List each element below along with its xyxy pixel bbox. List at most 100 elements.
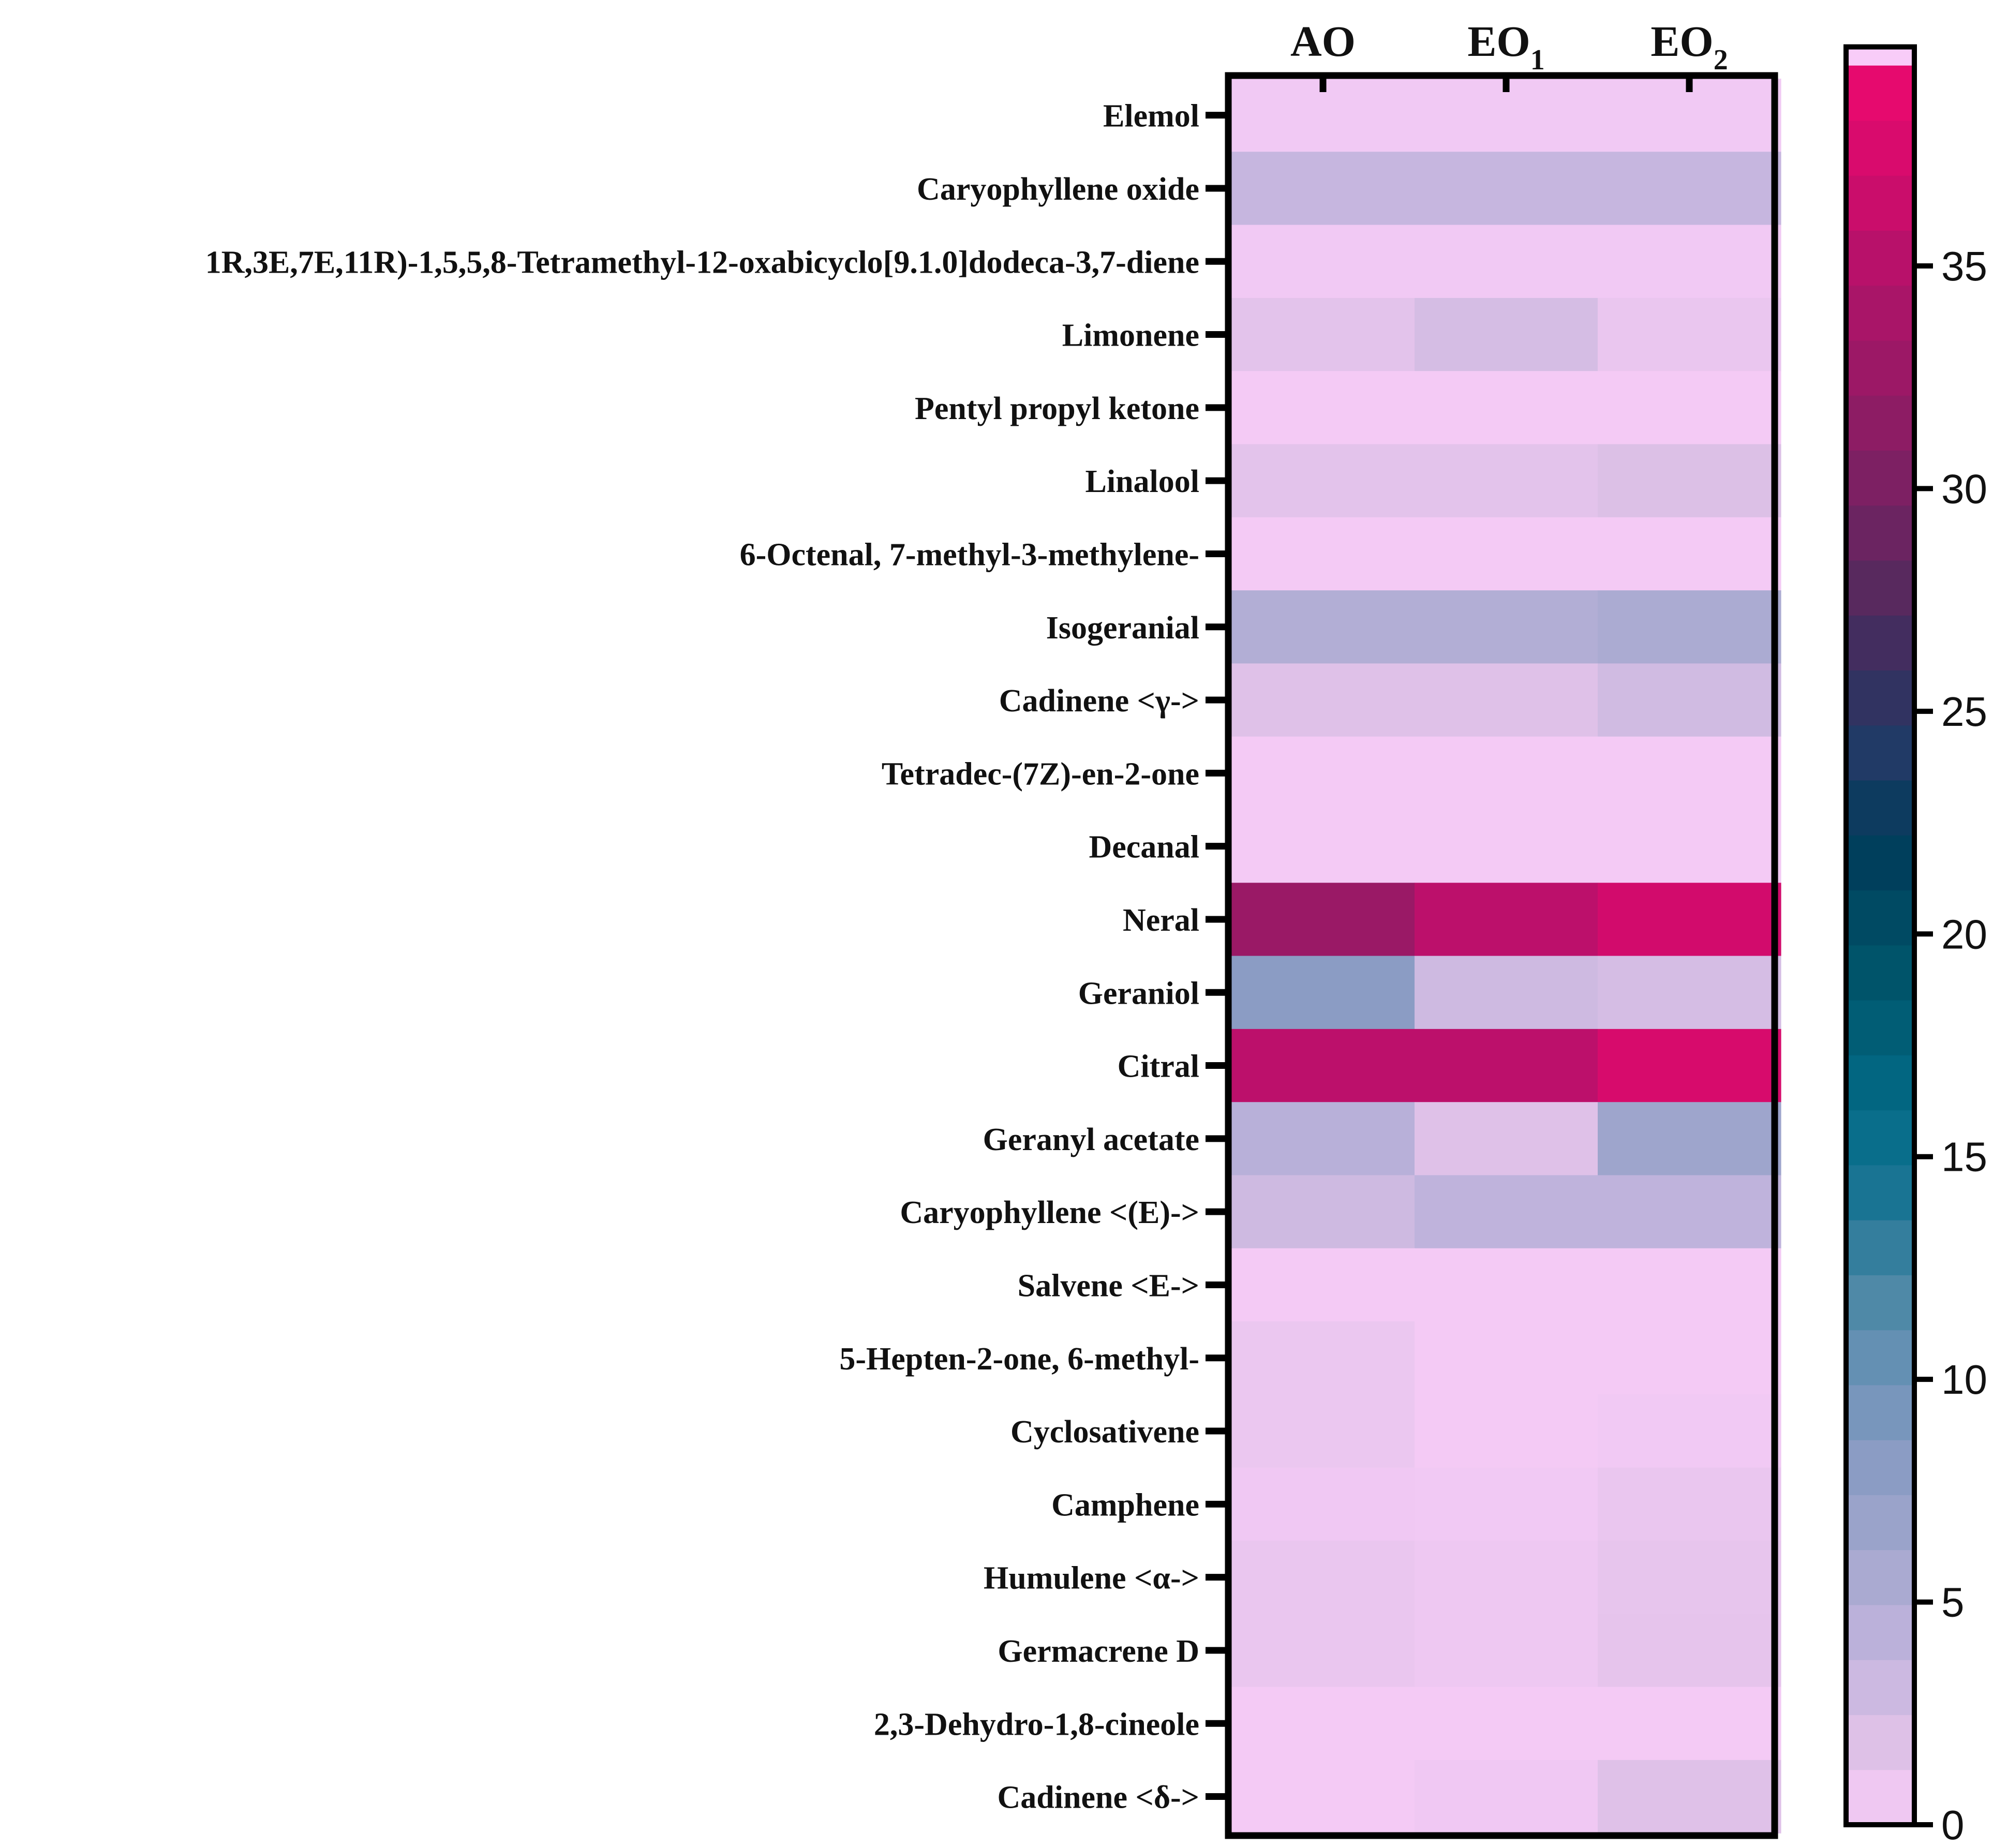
heatmap-cell <box>1231 1248 1415 1322</box>
heatmap-cell <box>1598 444 1781 518</box>
colorbar-bin <box>1846 1440 1914 1496</box>
row-axis: Elemol Caryophyllene oxide 1R,3E,7E,11R)-1… <box>205 99 1227 1815</box>
colorbar-bin <box>1846 725 1914 781</box>
colorbar-tick-label: 15 <box>1941 1134 1987 1180</box>
row-label: Limonene <box>1062 318 1199 353</box>
row-label: 5-Hepten-2-one, 6-methyl- <box>839 1342 1199 1377</box>
heatmap-cell <box>1598 1467 1781 1541</box>
column-label: AO <box>1290 18 1356 66</box>
heatmap-cell <box>1415 1541 1598 1614</box>
heatmap-cell <box>1598 1029 1781 1102</box>
heatmap-cell <box>1598 1248 1781 1322</box>
colorbar-tick-label: 30 <box>1941 466 1987 512</box>
heatmap-cell <box>1231 152 1415 226</box>
colorbar-bin <box>1846 1220 1914 1275</box>
heatmap-cell <box>1598 517 1781 591</box>
colorbar-bin <box>1846 1769 1914 1825</box>
heatmap-cell <box>1415 883 1598 957</box>
heatmap-cell <box>1231 1541 1415 1614</box>
row-label: Geranyl acetate <box>983 1122 1199 1157</box>
heatmap-cell <box>1415 1029 1598 1102</box>
colorbar-bin <box>1846 175 1914 231</box>
colorbar-bin <box>1846 615 1914 671</box>
colorbar-top-cap <box>1846 47 1914 66</box>
row-label: Caryophyllene oxide <box>917 172 1199 207</box>
heatmap-cell <box>1598 1760 1781 1834</box>
heatmap-cell <box>1415 1760 1598 1834</box>
heatmap-cell <box>1231 517 1415 591</box>
heatmap-cell <box>1598 1321 1781 1395</box>
heatmap-frame <box>1225 72 1778 1839</box>
heatmap-cell <box>1231 1394 1415 1468</box>
row-label: Neral <box>1123 903 1199 938</box>
row-label: Isogeranial <box>1046 610 1199 646</box>
heatmap-cell <box>1598 956 1781 1030</box>
heatmap-cell <box>1231 1029 1415 1102</box>
heatmap-cell <box>1415 1102 1598 1176</box>
colorbar-bin <box>1846 230 1914 286</box>
heatmap-cells <box>1231 79 1781 1834</box>
heatmap-cell <box>1415 1467 1598 1541</box>
row-label: Elemol <box>1103 99 1199 134</box>
heatmap-cell <box>1231 1321 1415 1395</box>
row-label: 6-Octenal, 7-methyl-3-methylene- <box>740 537 1199 572</box>
colorbar-bin <box>1846 945 1914 1001</box>
colorbar-bin <box>1846 1330 1914 1385</box>
colorbar-bin <box>1846 1495 1914 1551</box>
colorbar-bin <box>1846 1604 1914 1660</box>
heatmap-cell <box>1598 1394 1781 1468</box>
heatmap-cell <box>1415 444 1598 518</box>
heatmap-cell <box>1231 590 1415 664</box>
colorbar-bin <box>1846 395 1914 451</box>
heatmap-cell <box>1598 297 1781 371</box>
row-label: Caryophyllene <(E)-> <box>900 1195 1199 1230</box>
heatmap-cell <box>1415 225 1598 299</box>
heatmap-cell <box>1415 297 1598 371</box>
heatmap-cell <box>1598 1102 1781 1176</box>
colorbar-bin <box>1846 65 1914 121</box>
colorbar-bin <box>1846 1549 1914 1605</box>
heatmap-cell <box>1598 371 1781 445</box>
colorbar-tick-label: 10 <box>1941 1357 1987 1403</box>
heatmap-cell <box>1598 1614 1781 1688</box>
heatmap-cell <box>1231 371 1415 445</box>
row-label: Cyclosativene <box>1010 1414 1199 1450</box>
colorbar-bin <box>1846 835 1914 891</box>
heatmap-cell <box>1231 810 1415 883</box>
heatmap-cell <box>1598 1687 1781 1761</box>
heatmap-cell <box>1415 371 1598 445</box>
heatmap-cell <box>1598 590 1781 664</box>
heatmap-cell <box>1231 225 1415 299</box>
heatmap-cell <box>1231 1102 1415 1176</box>
heatmap-cell <box>1231 444 1415 518</box>
heatmap-cell <box>1598 663 1781 737</box>
column-label: EO2 <box>1650 18 1728 76</box>
row-label: Humulene <α-> <box>984 1561 1199 1596</box>
row-label: Germacrene D <box>998 1634 1199 1669</box>
heatmap-cell <box>1598 736 1781 810</box>
heatmap-cell <box>1415 517 1598 591</box>
row-label: Decanal <box>1089 830 1199 865</box>
colorbar-tick-label: 5 <box>1941 1579 1965 1626</box>
colorbar-tick-label: 35 <box>1941 243 1987 289</box>
colorbar-tick-label: 20 <box>1941 911 1987 957</box>
row-label: Cadinene <δ-> <box>998 1780 1199 1815</box>
heatmap-cell <box>1231 1175 1415 1249</box>
heatmap-cell <box>1598 810 1781 883</box>
colorbar-bin <box>1846 1110 1914 1166</box>
colorbar-bin <box>1846 505 1914 561</box>
colorbar-bin <box>1846 1275 1914 1331</box>
heatmap-cell <box>1415 152 1598 226</box>
heatmap-cell <box>1415 810 1598 883</box>
column-label: EO1 <box>1467 18 1544 76</box>
heatmap-cell <box>1598 1175 1781 1249</box>
column-axis: AO EO1 EO2 <box>1290 18 1728 92</box>
heatmap-cell <box>1598 1541 1781 1614</box>
colorbar-bin <box>1846 780 1914 836</box>
heatmap-cell <box>1415 1687 1598 1761</box>
row-label: 1R,3E,7E,11R)-1,5,5,8-Tetramethyl-12-oxa… <box>205 245 1199 280</box>
heatmap-cell <box>1231 297 1415 371</box>
heatmap-cell <box>1231 1760 1415 1834</box>
row-label: Salvene <E-> <box>1018 1268 1199 1303</box>
row-label: Linalool <box>1085 464 1199 499</box>
